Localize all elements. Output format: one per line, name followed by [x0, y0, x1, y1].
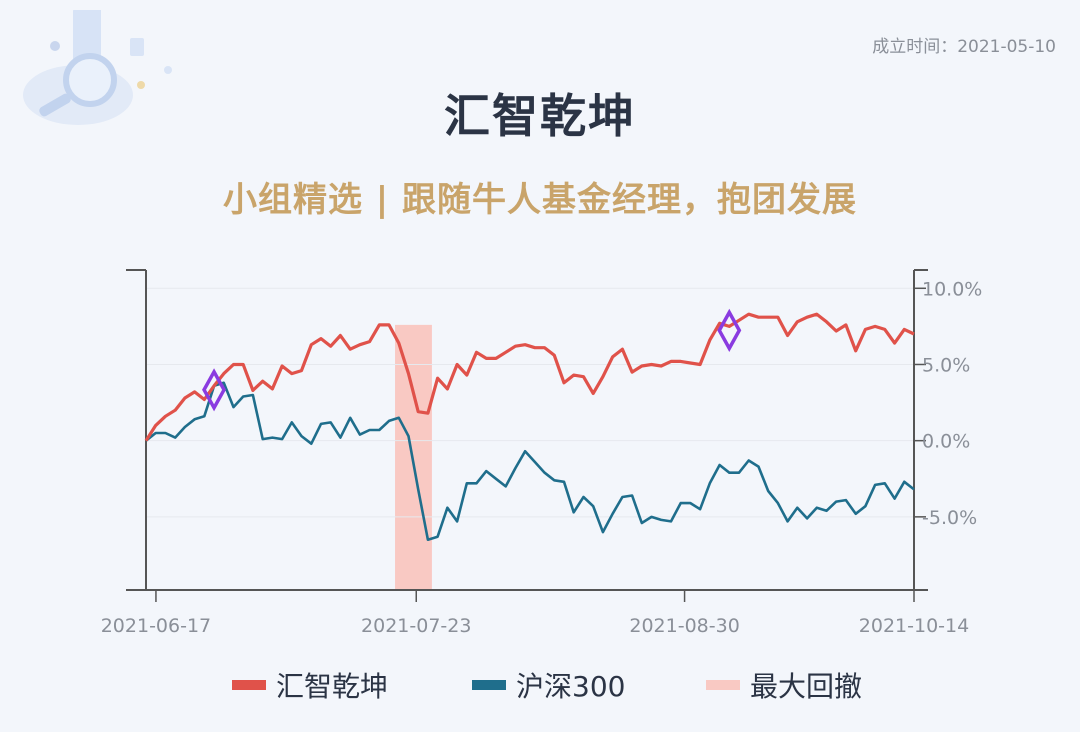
x-tick-label: 2021-07-23	[361, 615, 471, 637]
x-tick-label: 2021-06-17	[101, 615, 211, 637]
legend-label-fund: 汇智乾坤	[276, 670, 388, 703]
fund-title: 汇智乾坤	[444, 89, 636, 143]
legend-label-drawdown: 最大回撤	[750, 670, 862, 703]
x-tick-label: 2021-08-30	[629, 615, 739, 637]
y-tick-label: -5.0%	[922, 507, 977, 529]
series-line-index	[145, 381, 915, 542]
signal-marker	[717, 308, 742, 352]
fund-subtitle: 小组精选 | 跟随牛人基金经理，抱团发展	[222, 180, 858, 220]
signal-marker	[202, 368, 227, 412]
legend-swatch-drawdown	[706, 680, 740, 690]
y-tick-label: 0.0%	[922, 431, 970, 453]
series-line-fund	[144, 312, 915, 442]
legend-swatch-index	[472, 680, 506, 690]
legend-swatch-fund	[232, 680, 266, 690]
magnifier-illustration-icon	[23, 10, 172, 125]
legend-label-index: 沪深300	[516, 670, 625, 703]
y-tick-label: 10.0%	[922, 278, 982, 300]
y-tick-label: 5.0%	[922, 354, 970, 376]
founding-date: 成立时间：2021-05-10	[872, 37, 1056, 57]
x-tick-label: 2021-10-14	[859, 615, 969, 637]
